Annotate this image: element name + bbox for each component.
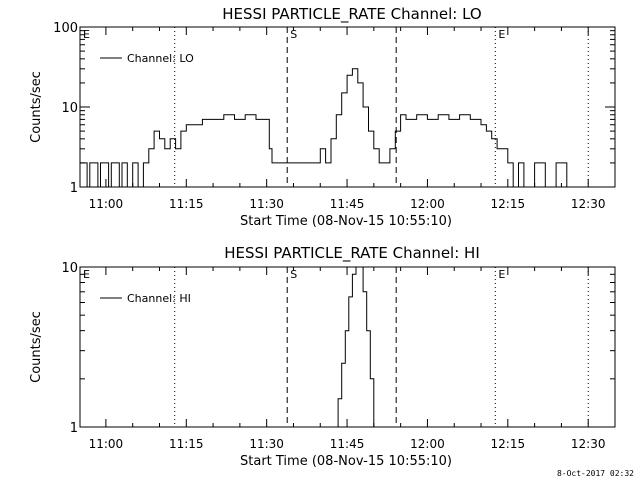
generation-timestamp: 8-Oct-2017 02:32 <box>556 469 634 478</box>
event-label-lo-4: E <box>498 28 505 41</box>
legend-label-lo: Channel: LO <box>127 52 194 65</box>
plot-frame-hi <box>79 266 616 428</box>
x-tick-label-hi-2: 11:30 <box>249 437 284 451</box>
x-tick-label-lo-6: 12:30 <box>571 197 606 211</box>
event-label-hi-2: S <box>290 268 297 281</box>
x-tick-label-hi-0: 11:00 <box>89 437 124 451</box>
y-tick-label-lo-2: 100 <box>53 21 78 36</box>
x-tick-label-lo-0: 11:00 <box>89 197 124 211</box>
x-tick-label-hi-5: 12:15 <box>491 437 526 451</box>
y-tick-label-lo-1: 10 <box>61 101 78 116</box>
y-axis-label-lo: Counts/sec <box>29 71 44 143</box>
plot-marks-hi: E S E 11:00 11:15 11:30 11:45 12:00 12:15 12:30 1 1… <box>61 261 616 451</box>
y-axis-label-hi: Counts/sec <box>29 311 44 383</box>
x-tick-label-lo-2: 11:30 <box>249 197 284 211</box>
x-tick-label-hi-6: 12:30 <box>571 437 606 451</box>
chart-panel-hi: HESSI PARTICLE_RATE Channel: HI E S E 11:00… <box>29 244 616 469</box>
series-line-lo-0 <box>80 68 615 188</box>
event-label-hi-0: E <box>83 268 90 281</box>
x-tick-label-lo-3: 11:45 <box>330 197 365 211</box>
legend-lo: Channel: LO <box>100 52 194 65</box>
x-tick-label-hi-1: 11:15 <box>169 437 204 451</box>
y-tick-label-hi-1: 10 <box>61 261 78 276</box>
chart-panel-lo: HESSI PARTICLE_RATE Channel: LO E S E 11:00… <box>29 5 616 229</box>
series-line-hi-0 <box>334 266 375 428</box>
x-axis-label-hi: Start Time (08-Nov-15 10:55:10) <box>240 454 452 469</box>
x-tick-label-hi-3: 11:45 <box>330 437 365 451</box>
x-tick-label-lo-5: 12:15 <box>491 197 526 211</box>
chart-title-hi: HESSI PARTICLE_RATE Channel: HI <box>224 244 480 263</box>
x-tick-label-lo-1: 11:15 <box>169 197 204 211</box>
y-tick-label-hi-0: 1 <box>70 421 78 436</box>
y-tick-label-lo-0: 1 <box>70 181 78 196</box>
plot-marks-lo: E S E 11:00 11:15 11:30 11:45 12:00 12:15 12:30 1 1… <box>53 21 616 211</box>
event-label-hi-4: E <box>498 268 505 281</box>
legend-label-hi: Channel: HI <box>127 292 191 305</box>
x-tick-label-hi-4: 12:00 <box>410 437 445 451</box>
event-label-lo-2: S <box>290 28 297 41</box>
x-tick-label-lo-4: 12:00 <box>410 197 445 211</box>
legend-hi: Channel: HI <box>100 292 191 305</box>
x-axis-label-lo: Start Time (08-Nov-15 10:55:10) <box>240 214 452 229</box>
chart-title-lo: HESSI PARTICLE_RATE Channel: LO <box>222 5 481 24</box>
event-label-lo-0: E <box>83 28 90 41</box>
